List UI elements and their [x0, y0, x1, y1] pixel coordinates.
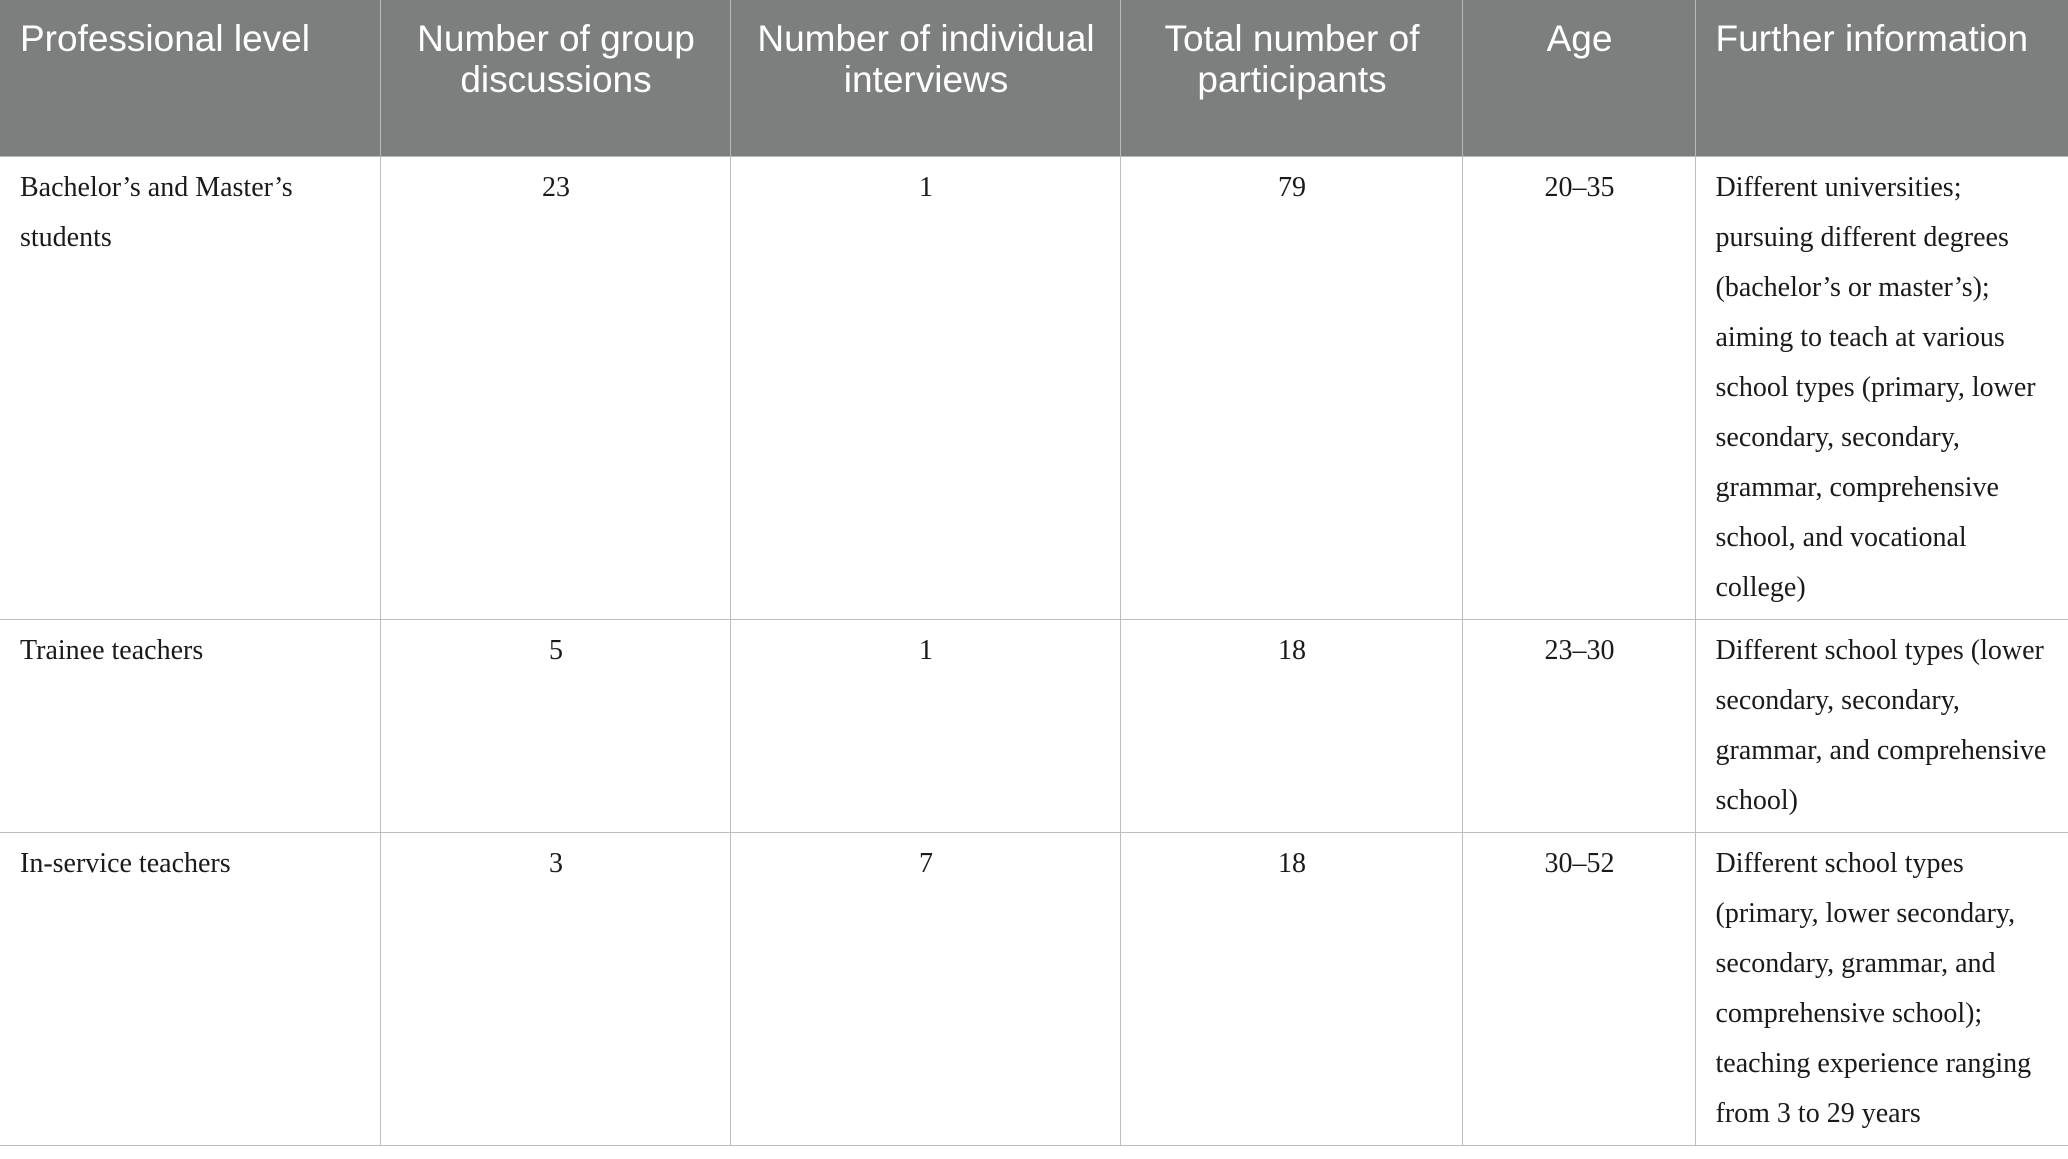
cell-group-discussions: 3 — [379, 831, 731, 1146]
cell-total-participants: 79 — [1119, 155, 1463, 620]
table-header-row: Professional level Number of group discu… — [0, 0, 2068, 157]
cell-further-information: Different universities; pursuing differe… — [1694, 155, 2068, 620]
header-age: Age — [1461, 0, 1696, 157]
cell-individual-interviews: 1 — [729, 618, 1121, 833]
table-row: Trainee teachers 5 1 18 23–30 Different … — [0, 618, 2068, 833]
cell-professional-level: In-service teachers — [0, 831, 381, 1146]
header-total-participants: Total number of participants — [1119, 0, 1463, 157]
cell-age: 23–30 — [1461, 618, 1696, 833]
cell-professional-level: Trainee teachers — [0, 618, 381, 833]
table-row: In-service teachers 3 7 18 30–52 Differe… — [0, 831, 2068, 1146]
header-individual-interviews: Number of individual interviews — [729, 0, 1121, 157]
cell-group-discussions: 23 — [379, 155, 731, 620]
cell-age: 30–52 — [1461, 831, 1696, 1146]
cell-total-participants: 18 — [1119, 618, 1463, 833]
cell-total-participants: 18 — [1119, 831, 1463, 1146]
header-further-information: Further information — [1694, 0, 2068, 157]
cell-individual-interviews: 7 — [729, 831, 1121, 1146]
cell-age: 20–35 — [1461, 155, 1696, 620]
cell-individual-interviews: 1 — [729, 155, 1121, 620]
cell-group-discussions: 5 — [379, 618, 731, 833]
table-row: Bachelor’s and Master’s students 23 1 79… — [0, 155, 2068, 620]
cell-further-information: Different school types (lower secondary,… — [1694, 618, 2068, 833]
header-professional-level: Professional level — [0, 0, 381, 157]
header-group-discussions: Number of group discussions — [379, 0, 731, 157]
cell-professional-level: Bachelor’s and Master’s students — [0, 155, 381, 620]
cell-further-information: Different school types (primary, lower s… — [1694, 831, 2068, 1146]
